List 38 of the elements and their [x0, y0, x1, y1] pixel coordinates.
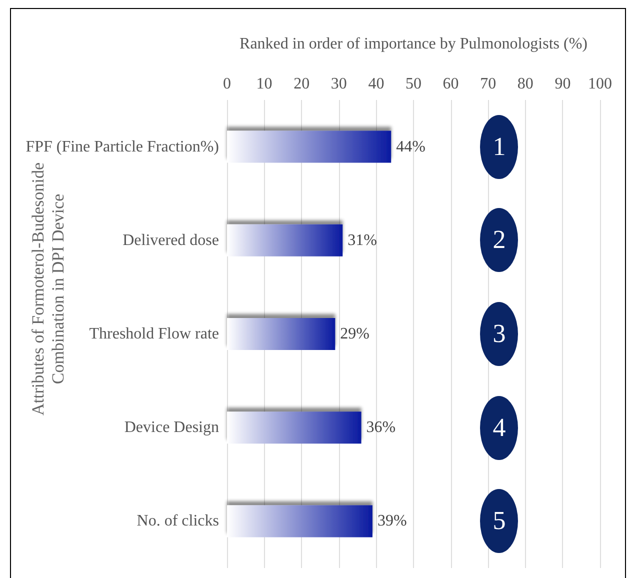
- y-tick-label: Threshold Flow rate: [89, 326, 219, 342]
- y-tick-label: Device Design: [124, 419, 219, 436]
- y-axis-title: Attributes of Formoterol-Budesonide Combination in DPI Device: [28, 162, 68, 416]
- annotation: 3: [492, 319, 506, 349]
- y-tick-label: Delivered dose: [122, 232, 219, 249]
- x-tick-label: 90: [554, 76, 571, 92]
- numbered-circle-icon: 1: [480, 114, 518, 179]
- data-label: 36%: [366, 419, 396, 436]
- x-tick-label: 30: [330, 76, 347, 92]
- annotation: 5: [492, 506, 506, 536]
- annotation: 1: [492, 132, 506, 162]
- numbered-circle-icon: 4: [480, 396, 518, 460]
- bar: [227, 318, 336, 350]
- data-label: 31%: [348, 232, 377, 249]
- x-tick-label: 20: [294, 76, 310, 92]
- bar: [227, 130, 392, 163]
- x-tick-label: 40: [368, 76, 384, 92]
- x-tick-label: 60: [442, 76, 459, 92]
- data-label: 44%: [396, 138, 426, 156]
- data-label: 29%: [340, 326, 370, 342]
- annotation: 4: [492, 412, 506, 443]
- x-tick-label: 80: [517, 76, 534, 92]
- x-tick-label: 100: [588, 76, 612, 92]
- annotation: 2: [492, 225, 506, 256]
- bar: [227, 505, 372, 538]
- numbered-circle-icon: 2: [480, 208, 518, 272]
- x-axis-title: Ranked in order of importance by Pulmonologists (%): [240, 36, 588, 52]
- x-tick-label: 0: [223, 76, 231, 92]
- y-tick-label: FPF (Fine Particle Fraction%): [26, 138, 219, 156]
- x-tick-label: 70: [480, 76, 496, 92]
- bar: [227, 412, 362, 444]
- numbered-circle-icon: 5: [480, 489, 518, 554]
- y-tick-label: No. of clicks: [136, 512, 219, 530]
- numbered-circle-icon: 3: [480, 302, 518, 366]
- x-tick-label: 10: [256, 76, 272, 92]
- data-label: 39%: [377, 512, 407, 530]
- bar: [227, 224, 343, 256]
- x-tick-label: 50: [406, 76, 422, 92]
